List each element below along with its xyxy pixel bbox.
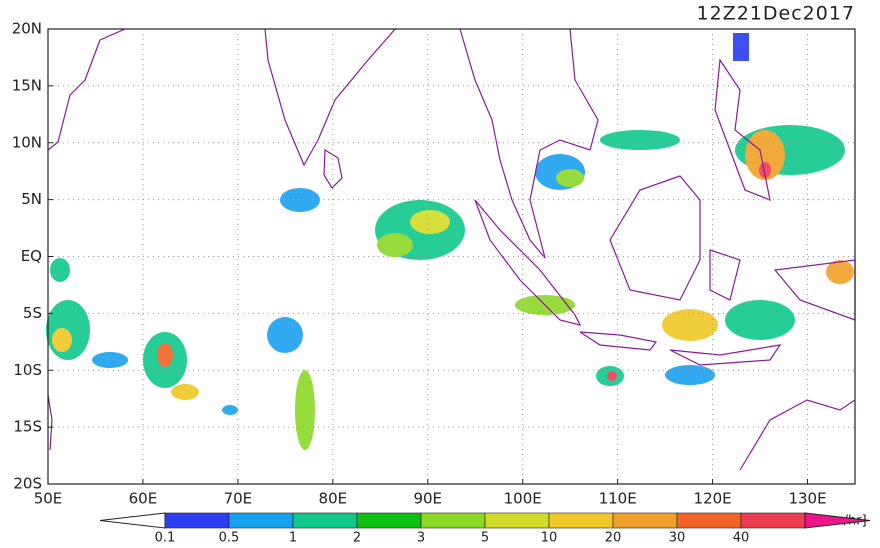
- colorbar-box: [292, 512, 358, 529]
- lat-label: 5N: [21, 190, 42, 208]
- map-area: [48, 29, 855, 484]
- lat-label: EQ: [21, 247, 42, 265]
- colorbar-label: 5: [481, 531, 489, 545]
- coastline: [264, 28, 396, 167]
- lon-label: 60E: [129, 490, 158, 508]
- map-title: 12Z21Dec2017: [697, 3, 856, 25]
- colorbar-label: 10: [541, 531, 558, 545]
- rain-cell: [607, 371, 617, 381]
- lat-label: 15S: [13, 418, 42, 436]
- rain-cell: [295, 370, 315, 450]
- colorbar-label: 40: [733, 531, 750, 545]
- rain-cell: [50, 258, 70, 282]
- rain-cell: [733, 33, 749, 61]
- rain-cell: [171, 384, 199, 400]
- coastline: [609, 175, 701, 301]
- colorbar-box: [420, 512, 486, 529]
- rain-cell: [46, 300, 90, 360]
- lon-label: 70E: [224, 490, 253, 508]
- lat-label: 15N: [12, 76, 42, 94]
- coastline: [323, 148, 343, 189]
- colorbar-box: [228, 512, 294, 529]
- colorbar-box: [676, 512, 742, 529]
- coastline: [47, 394, 53, 451]
- rain-cell: [410, 210, 450, 234]
- lon-label: 130E: [788, 490, 826, 508]
- lon-label: 100E: [504, 490, 542, 508]
- lon-label: 80E: [319, 490, 348, 508]
- lon-label: 50E: [34, 490, 63, 508]
- rain-cell: [157, 343, 173, 367]
- coastline: [709, 249, 741, 301]
- coastline: [529, 28, 599, 259]
- lon-label: 120E: [694, 490, 732, 508]
- coastline: [459, 28, 546, 259]
- coastline: [474, 199, 582, 326]
- rain-cell: [280, 188, 320, 212]
- rain-cell: [662, 309, 718, 341]
- rain-cell: [665, 365, 715, 385]
- coastline: [47, 28, 126, 151]
- lat-label: 10N: [12, 133, 42, 151]
- rain-cell: [52, 328, 72, 352]
- colorbar-box: [740, 512, 806, 529]
- coastline: [579, 331, 658, 351]
- colorbar-box: [164, 512, 230, 529]
- lon-label: 90E: [413, 490, 442, 508]
- lat-label: 5S: [23, 304, 42, 322]
- colorbar-box: [548, 512, 614, 529]
- lat-label: 10S: [13, 361, 42, 379]
- coastline: [714, 58, 771, 201]
- colorbar-label: 20: [605, 531, 622, 545]
- rain-cell: [92, 352, 128, 368]
- rain-cell: [725, 300, 795, 340]
- colorbar-label: 0.5: [219, 531, 240, 545]
- colorbar-over: [804, 512, 871, 529]
- colorbar-box: [612, 512, 678, 529]
- precipitation: [46, 33, 854, 450]
- rain-cell: [826, 260, 854, 284]
- coastline: [739, 399, 856, 471]
- coastline: [669, 344, 782, 366]
- colorbar-label: 3: [417, 531, 425, 545]
- rain-cell: [267, 317, 303, 353]
- colorbar-label: 1: [289, 531, 297, 545]
- rain-cell: [556, 169, 584, 187]
- lon-label: 110E: [599, 490, 637, 508]
- colorbar-box: [356, 512, 422, 529]
- rain-cell: [222, 405, 238, 415]
- colorbar-under: [99, 512, 166, 529]
- lat-label: 20N: [12, 20, 42, 38]
- colorbar-label: 0.1: [155, 531, 176, 545]
- rain-cell: [600, 130, 680, 150]
- colorbar-label: 2: [353, 531, 361, 545]
- colorbar-label: 30: [669, 531, 686, 545]
- lat-label: 20S: [13, 475, 42, 493]
- rain-cell: [759, 162, 771, 178]
- rain-cell: [745, 130, 785, 180]
- colorbar-box: [484, 512, 550, 529]
- rain-cell: [377, 233, 413, 257]
